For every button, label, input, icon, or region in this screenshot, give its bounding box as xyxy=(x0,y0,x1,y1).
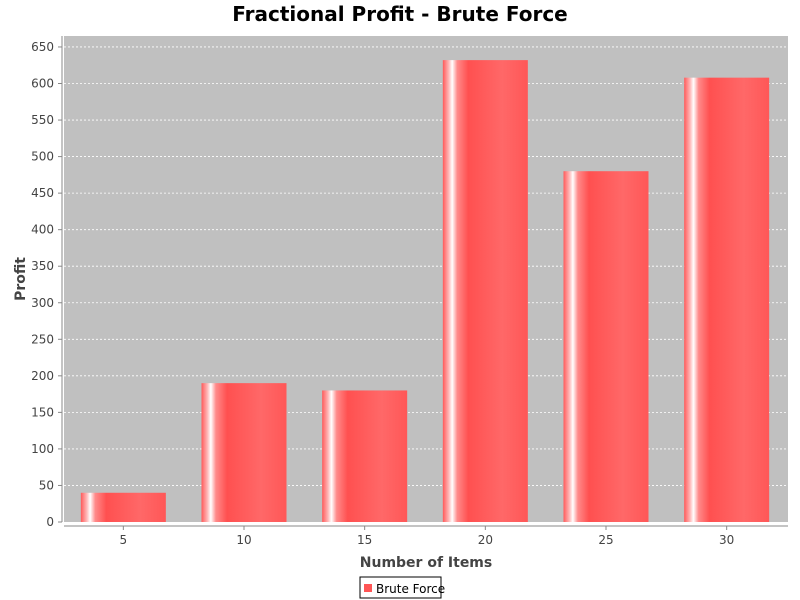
bar xyxy=(563,171,649,522)
legend-box xyxy=(359,576,442,599)
y-tick-label: 200 xyxy=(31,369,54,383)
x-tick-label: 5 xyxy=(120,533,128,547)
y-tick-label: 600 xyxy=(31,77,54,91)
plot-area xyxy=(64,36,788,522)
x-axis-ticks: 5 10 15 20 25 30 xyxy=(120,526,734,547)
x-tick-label: 25 xyxy=(598,533,613,547)
x-tick-label: 15 xyxy=(357,533,372,547)
y-tick-label: 150 xyxy=(31,405,54,419)
y-tick-label: 300 xyxy=(31,296,54,310)
y-tick-label: 400 xyxy=(31,223,54,237)
x-tick-label: 20 xyxy=(478,533,493,547)
y-tick-label: 50 xyxy=(39,478,54,492)
y-tick-label: 350 xyxy=(31,259,54,273)
legend-swatch xyxy=(364,584,372,592)
y-tick-label: 650 xyxy=(31,40,54,54)
y-tick-label: 550 xyxy=(31,113,54,127)
y-tick-label: 450 xyxy=(31,186,54,200)
bar xyxy=(322,390,408,522)
chart-title: Fractional Profit - Brute Force xyxy=(232,2,568,26)
y-axis-label: Profit xyxy=(13,257,29,301)
bar xyxy=(201,383,287,522)
bar xyxy=(684,77,770,523)
y-tick-label: 100 xyxy=(31,442,54,456)
gridlines xyxy=(64,46,788,486)
bar xyxy=(442,60,528,522)
legend-label: Brute Force xyxy=(376,582,445,596)
bars xyxy=(80,60,770,523)
y-tick-label: 250 xyxy=(31,332,54,346)
legend: Brute Force xyxy=(359,576,445,599)
x-tick-label: 30 xyxy=(719,533,734,547)
y-axis-ticks: 0 50 100 150 200 250 300 350 400 450 500 550 600 650 xyxy=(31,40,62,529)
bar xyxy=(80,492,166,522)
y-tick-label: 0 xyxy=(46,515,54,529)
x-axis-label: Number of Items xyxy=(360,555,492,571)
y-tick-label: 500 xyxy=(31,150,54,164)
x-tick-label: 10 xyxy=(236,533,251,547)
